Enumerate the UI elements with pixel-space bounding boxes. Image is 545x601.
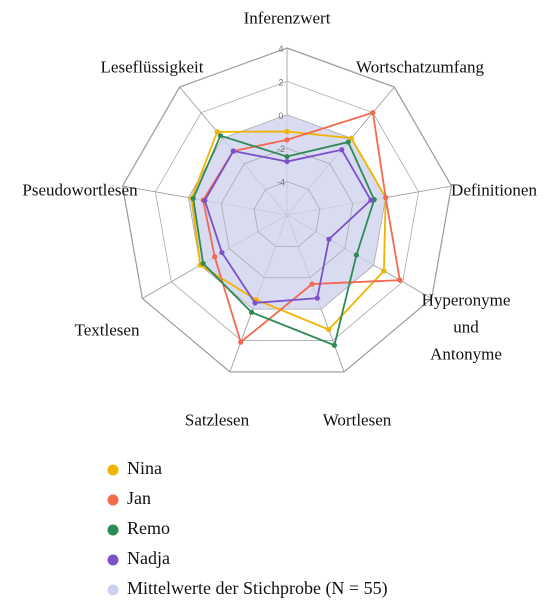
point [326,326,332,333]
point [370,110,376,116]
point [284,153,290,160]
mean-area [188,114,386,310]
legend-marker [107,584,119,596]
point [284,137,290,143]
tick-label: 2 [278,77,283,87]
point [353,252,360,258]
legend-marker [107,524,119,536]
point [200,260,206,267]
axis-label: Satzlesen [184,410,250,430]
point [381,268,387,274]
point [331,342,338,348]
point [217,133,224,139]
point [326,236,332,242]
point [383,195,389,201]
series-line [192,134,376,347]
axis-label: Inferenzwert [243,8,331,28]
point [348,135,355,141]
legend-marker [107,464,119,476]
point [345,139,351,145]
tick-label: 4 [278,44,283,54]
legend-label: Remo [127,518,170,538]
legend-label: Mittelwerte der Stichprobe (N = 55) [127,578,388,599]
grid-ring [253,181,321,247]
point [202,197,208,204]
legend-marker [107,494,119,506]
point [238,339,244,345]
tick-label: 0 [278,111,283,121]
point [230,148,236,154]
point [314,295,320,301]
series-line [203,148,373,304]
point [214,129,220,135]
legend-label: Nadja [127,548,170,568]
point [248,309,255,315]
axis-label: Pseudowortlesen [22,180,138,200]
legend-label: Nina [127,458,162,478]
axis-label: Hyperonyme und Antonyme [421,290,511,364]
point [212,254,218,260]
grid-ring [122,47,452,373]
axis-label: Textlesen [74,320,140,340]
point [284,158,290,165]
axis-label: Wortschatzumfang [356,57,484,77]
point [309,281,315,287]
point [339,147,345,153]
tick-label: -4 [277,178,285,188]
point [252,300,258,306]
legend-marker [107,554,119,566]
axis-label: Wortlesen [322,410,392,430]
point [190,195,196,202]
tick-label: -2 [277,144,285,154]
grid-ring [155,80,419,341]
point [219,249,225,256]
series-line [190,130,387,331]
point [397,277,403,283]
grid-ring [220,147,354,279]
point [368,197,374,203]
point [284,128,290,135]
axis-label: Definitionen [451,180,537,200]
legend-label: Jan [127,488,151,508]
axis-label: Leseflüssigkeit [100,57,204,77]
